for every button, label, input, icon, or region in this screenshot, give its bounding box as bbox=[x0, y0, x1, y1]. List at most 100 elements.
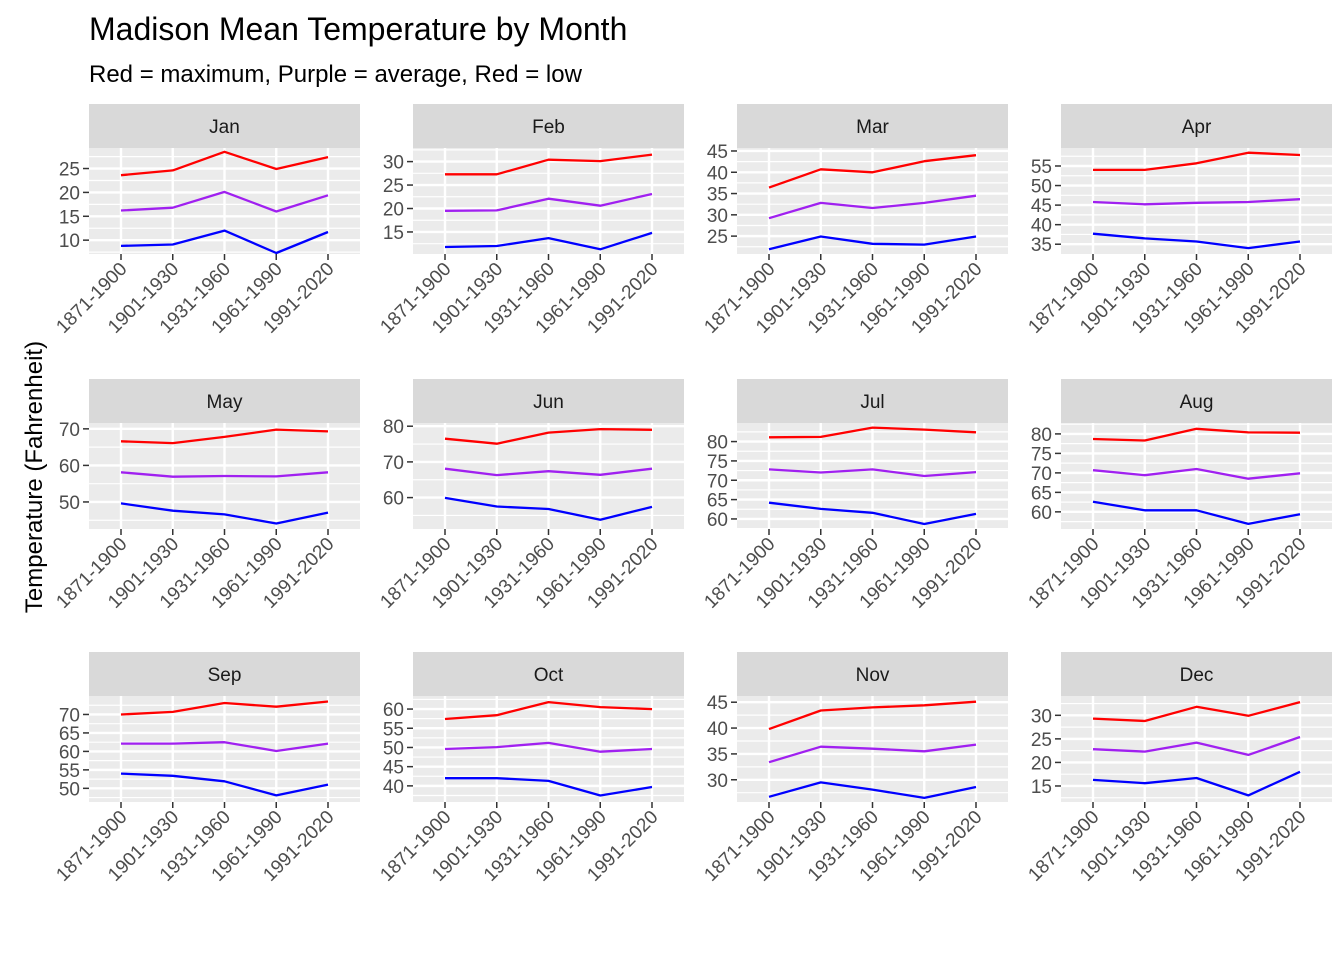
max-line bbox=[120, 150, 329, 177]
max-line bbox=[768, 426, 977, 439]
y-tick-label: 45 bbox=[1031, 196, 1052, 217]
strip-label: Apr bbox=[1182, 117, 1212, 138]
y-tick-label: 25 bbox=[1031, 730, 1052, 751]
avg-line bbox=[768, 743, 977, 764]
strip-background bbox=[737, 104, 1008, 148]
max-line bbox=[444, 700, 653, 721]
y-tick-label: 50 bbox=[383, 738, 404, 759]
y-tick-label: 70 bbox=[59, 420, 80, 441]
low-line bbox=[768, 235, 977, 251]
y-tick-label: 70 bbox=[1031, 464, 1052, 485]
facet-panel-apr: Apr35404550551871-19001901-19301931-1960… bbox=[1024, 104, 1332, 338]
y-tick-label: 40 bbox=[707, 719, 728, 740]
y-tick-label: 55 bbox=[1031, 157, 1052, 178]
low-line bbox=[120, 772, 329, 797]
y-tick-label: 20 bbox=[1031, 753, 1052, 774]
avg-line bbox=[444, 192, 653, 212]
max-line bbox=[120, 700, 329, 716]
facet-panel-aug: Aug60657075801871-19001901-19301931-1960… bbox=[1024, 379, 1332, 613]
y-tick-label: 45 bbox=[707, 693, 728, 714]
y-tick-label: 45 bbox=[383, 758, 404, 779]
avg-line bbox=[444, 467, 653, 477]
low-line bbox=[445, 777, 653, 797]
y-tick-label: 20 bbox=[383, 200, 404, 221]
strip-label: Mar bbox=[856, 117, 889, 138]
avg-line bbox=[1092, 467, 1301, 480]
low-line bbox=[1092, 232, 1301, 250]
y-tick-label: 20 bbox=[59, 183, 80, 204]
y-tick-label: 70 bbox=[707, 471, 728, 492]
chart-subtitle: Red = maximum, Purple = average, Red = l… bbox=[89, 61, 583, 88]
low-line bbox=[120, 502, 329, 525]
low-line bbox=[1092, 770, 1301, 797]
y-tick-label: 60 bbox=[383, 700, 404, 721]
y-tick-label: 35 bbox=[1031, 235, 1052, 256]
y-tick-label: 70 bbox=[59, 705, 80, 726]
y-tick-label: 50 bbox=[59, 779, 80, 800]
y-tick-label: 25 bbox=[383, 176, 404, 197]
facet-panel-jun: Jun6070801871-19001901-19301931-19601961… bbox=[376, 379, 684, 613]
y-tick-label: 55 bbox=[59, 761, 80, 782]
strip-label: May bbox=[207, 392, 243, 413]
max-line bbox=[1092, 700, 1301, 723]
y-tick-label: 50 bbox=[59, 493, 80, 514]
y-tick-label: 75 bbox=[707, 452, 728, 473]
avg-line bbox=[120, 190, 329, 213]
y-tick-label: 70 bbox=[383, 453, 404, 474]
avg-line bbox=[1092, 198, 1301, 206]
y-tick-label: 65 bbox=[1031, 483, 1052, 504]
avg-line bbox=[1092, 735, 1301, 757]
facet-panel-feb: Feb152025301871-19001901-19301931-196019… bbox=[376, 104, 684, 338]
chart-title: Madison Mean Temperature by Month bbox=[89, 11, 627, 47]
low-line bbox=[768, 501, 977, 526]
y-axis-label: Temperature (Fahrenheit) bbox=[21, 341, 48, 613]
strip-background bbox=[737, 379, 1008, 423]
strip-background bbox=[1061, 379, 1332, 423]
y-tick-label: 40 bbox=[707, 163, 728, 184]
y-tick-label: 65 bbox=[707, 491, 728, 512]
strip-label: Sep bbox=[208, 665, 242, 686]
y-tick-label: 30 bbox=[1031, 706, 1052, 727]
y-tick-label: 40 bbox=[1031, 216, 1052, 237]
low-line bbox=[444, 496, 653, 521]
y-tick-label: 65 bbox=[59, 724, 80, 745]
max-line bbox=[768, 700, 977, 731]
y-tick-label: 30 bbox=[707, 771, 728, 792]
max-line bbox=[444, 427, 653, 445]
y-tick-label: 60 bbox=[59, 742, 80, 763]
strip-label: Dec bbox=[1180, 665, 1214, 686]
y-tick-label: 60 bbox=[59, 456, 80, 477]
avg-line bbox=[768, 194, 977, 220]
strip-label: Jun bbox=[533, 392, 564, 413]
y-tick-label: 80 bbox=[707, 433, 728, 454]
facet-panel-oct: Oct40455055601871-19001901-19301931-1960… bbox=[376, 652, 684, 886]
strip-background bbox=[737, 652, 1008, 696]
strip-label: Jul bbox=[860, 392, 884, 413]
strip-label: Feb bbox=[532, 117, 565, 138]
y-tick-label: 15 bbox=[59, 207, 80, 228]
max-line bbox=[1092, 427, 1301, 442]
y-tick-label: 45 bbox=[707, 142, 728, 163]
max-line bbox=[1093, 151, 1301, 172]
facet-panel-may: May5060701871-19001901-19301931-19601961… bbox=[52, 379, 360, 613]
y-tick-label: 30 bbox=[383, 153, 404, 174]
y-tick-label: 25 bbox=[707, 227, 728, 248]
strip-background bbox=[89, 104, 360, 148]
low-line bbox=[444, 231, 653, 251]
strip-label: Nov bbox=[856, 665, 890, 686]
strip-background bbox=[89, 652, 360, 696]
facet-panel-sep: Sep50556065701871-19001901-19301931-1960… bbox=[52, 652, 360, 886]
avg-line bbox=[768, 468, 977, 478]
strip-background bbox=[413, 652, 684, 696]
y-tick-label: 25 bbox=[59, 160, 80, 181]
strip-background bbox=[1061, 652, 1332, 696]
y-tick-label: 30 bbox=[707, 206, 728, 227]
y-tick-label: 80 bbox=[383, 417, 404, 438]
y-tick-label: 80 bbox=[1031, 425, 1052, 446]
facet-panels: Jan101520251871-19001901-19301931-196019… bbox=[52, 104, 1332, 886]
strip-background bbox=[413, 104, 684, 148]
facet-panel-jan: Jan101520251871-19001901-19301931-196019… bbox=[52, 104, 360, 338]
y-tick-label: 60 bbox=[383, 489, 404, 510]
strip-background bbox=[1061, 104, 1332, 148]
